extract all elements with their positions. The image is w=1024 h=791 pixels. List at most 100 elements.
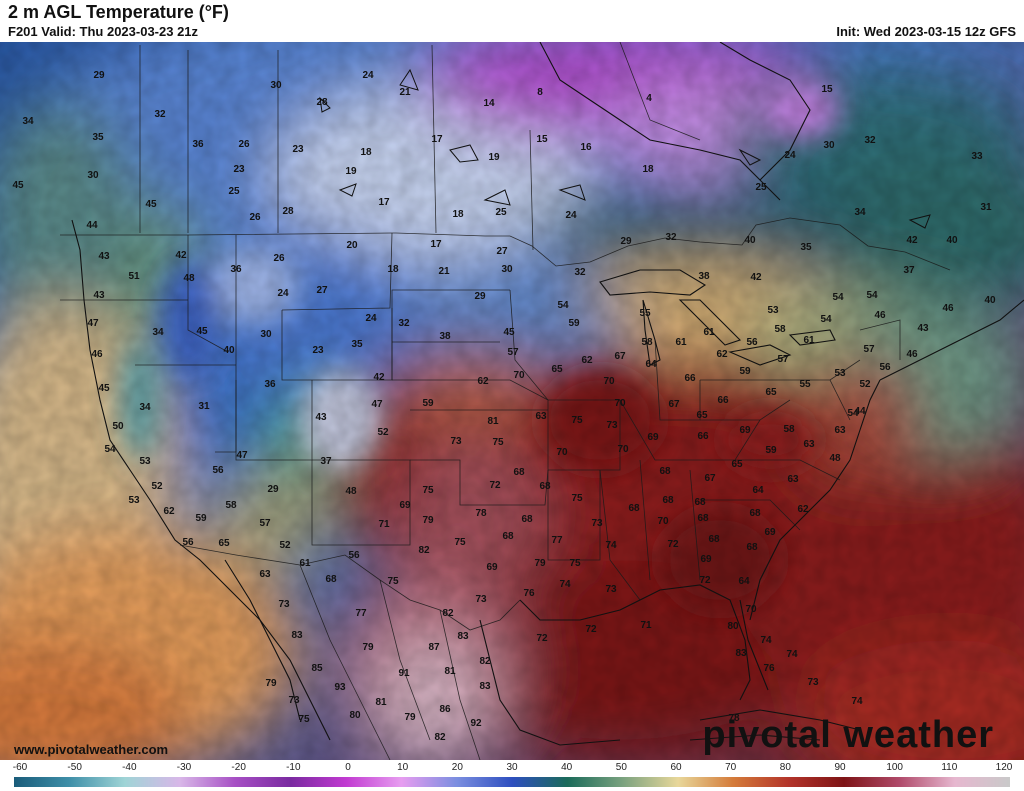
temperature-label: 26 [238,139,250,150]
colorbar-tick-label: -20 [231,762,246,773]
temperature-label: 55 [639,308,651,319]
temperature-label: 37 [903,265,915,276]
temperature-label: 19 [488,152,500,163]
temperature-label: 59 [739,366,751,377]
temperature-label: 78 [728,713,740,724]
temperature-label: 73 [288,695,300,706]
temperature-label: 68 [694,497,706,508]
temperature-label: 71 [640,620,652,631]
temperature-label: 54 [104,444,116,455]
brand-logo: pivotal weather [702,714,994,756]
temperature-label: 53 [128,495,140,506]
temperature-label: 58 [774,324,786,335]
temperature-label: 40 [984,295,996,306]
temperature-label: 65 [551,364,563,375]
temperature-label: 65 [765,387,777,398]
temperature-label: 27 [316,285,328,296]
temperature-label: 48 [829,453,841,464]
temperature-label: 30 [270,80,282,91]
temperature-label: 20 [346,240,358,251]
temperature-labels: 29 30 24 21 14 8 4 15 34 32 28 17 15 16 24 30 32 33 35 36 26… [12,70,996,743]
temperature-label: 32 [864,135,876,146]
temperature-label: 68 [502,531,514,542]
temperature-label: 65 [696,410,708,421]
temperature-label: 68 [746,542,758,553]
temperature-label: 15 [536,134,548,145]
temperature-label: 68 [628,503,640,514]
website-url[interactable]: www.pivotalweather.com [14,742,169,757]
valid-time-label: F201 Valid: Thu 2023-03-23 21z [8,24,199,39]
temperature-label: 66 [684,373,696,384]
temperature-label: 45 [196,326,208,337]
temperature-label: 21 [438,266,450,277]
temperature-label: 16 [580,142,592,153]
temperature-label: 69 [739,425,751,436]
temperature-label: 87 [428,642,440,653]
temperature-label: 64 [738,576,750,587]
temperature-label: 72 [699,575,711,586]
temperature-label: 24 [362,70,374,81]
temperature-label: 63 [535,411,547,422]
temperature-label: 69 [647,432,659,443]
colorbar-ticks: -60 -50 -40 -30 -20 -10 0 10 20 30 40 50 60 70 80 90 100… [0,762,1024,776]
temperature-label: 75 [298,714,310,725]
temperature-label: 23 [233,164,245,175]
temperature-label: 17 [378,197,390,208]
colorbar-tick-label: 50 [615,762,627,773]
temperature-label: 82 [418,545,430,556]
temperature-label: 54 [866,290,878,301]
temperature-label: 75 [571,493,583,504]
temperature-label: 42 [373,372,385,383]
temperature-label: 77 [355,608,367,619]
temperature-label: 63 [787,474,799,485]
temperature-label: 68 [749,508,761,519]
page-title: 2 m AGL Temperature (°F) [8,2,229,22]
temperature-label: 75 [492,437,504,448]
colorbar-tick-label: -40 [122,762,137,773]
temperature-label: 67 [668,399,680,410]
colorbar-tick-label: -60 [12,762,28,773]
temperature-label: 35 [351,339,363,350]
temperature-label: 46 [91,349,103,360]
temperature-label: 79 [422,515,434,526]
canadian-lakes [319,68,931,229]
temperature-label: 23 [312,345,324,356]
temperature-label: 73 [450,436,462,447]
colorbar-tick-label: -30 [176,762,192,773]
temperature-label: 40 [223,345,235,356]
temperature-label: 52 [279,540,291,551]
temperature-label: 91 [398,668,410,679]
temperature-label: 83 [735,648,747,659]
temperature-label: 65 [218,538,230,549]
colorbar-tick-label: -50 [67,762,82,773]
temperature-label: 46 [874,310,886,321]
temperature-label: 36 [192,139,204,150]
temperature-label: 62 [716,349,728,360]
temperature-label: 29 [474,291,486,302]
temperature-label: 74 [559,579,571,590]
temperature-label: 30 [501,264,513,275]
temperature-label: 76 [523,588,535,599]
temperature-label: 54 [557,300,569,311]
temperature-label: 27 [496,246,508,257]
temperature-label: 36 [230,264,242,275]
temperature-label: 61 [703,327,715,338]
temperature-label: 76 [763,663,775,674]
temperature-label: 47 [371,399,383,410]
colorbar-tick-label: 70 [725,762,737,773]
temperature-label: 57 [863,344,875,355]
temperature-label: 77 [551,535,563,546]
temperature-label: 48 [345,486,357,497]
temperature-label: 37 [320,456,332,467]
temperature-label: 42 [175,250,187,261]
temperature-label: 74 [760,635,772,646]
temperature-label: 26 [249,212,261,223]
temperature-label: 23 [292,144,304,155]
temperature-label: 80 [349,710,361,721]
temperature-label: 69 [399,500,411,511]
temperature-label: 59 [765,445,777,456]
temperature-label: 63 [834,425,846,436]
temperature-label: 62 [477,376,489,387]
temperature-label: 70 [657,516,669,527]
temperature-label: 32 [574,267,586,278]
